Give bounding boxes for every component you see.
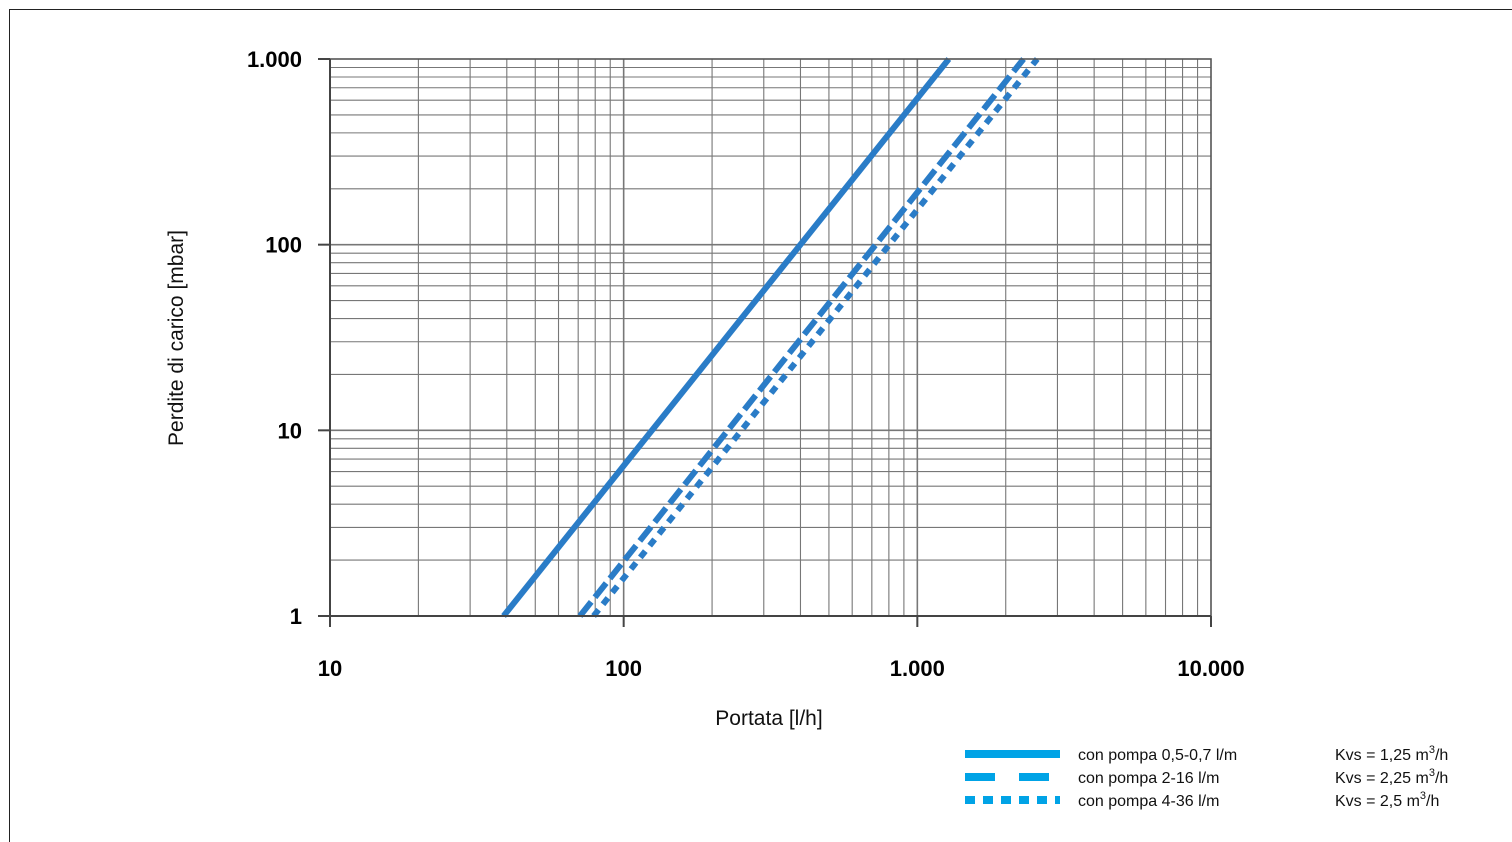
legend-kvs-1: Kvs = 1,25 m3/h <box>1335 744 1448 764</box>
y-tick-label: 1.000 <box>247 47 302 72</box>
legend-label-2: con pompa 2-16 l/m <box>1078 770 1219 787</box>
x-tick-label: 10 <box>318 656 342 681</box>
legend-kvs-2: Kvs = 2,25 m3/h <box>1335 767 1448 787</box>
y-tick-label: 100 <box>265 233 302 258</box>
series-line-3 <box>591 57 1040 618</box>
y-tick-label: 1 <box>290 604 302 629</box>
x-tick-label: 100 <box>605 656 642 681</box>
series-layer <box>501 57 1040 618</box>
legend-label-3: con pompa 4-36 l/m <box>1078 793 1219 810</box>
chart-frame <box>9 9 1512 842</box>
plot-border <box>329 58 1212 617</box>
y-tick-label: 10 <box>278 418 302 443</box>
series-line-1 <box>501 57 952 618</box>
tick-labels: 10 100 1.000 10.000 1 10 100 1.000 <box>247 47 1245 681</box>
x-tick-label: 10.000 <box>1177 656 1244 681</box>
legend: con pompa 0,5-0,7 l/m Kvs = 1,25 m3/h con … <box>965 744 1448 810</box>
x-tick-label: 1.000 <box>890 656 945 681</box>
y-axis-label: Perdite di carico [mbar] <box>165 230 188 446</box>
x-axis-label: Portata [l/h] <box>715 707 822 730</box>
legend-kvs-3: Kvs = 2,5 m3/h <box>1335 790 1439 810</box>
axes <box>318 58 1212 627</box>
series-line-2 <box>577 57 1026 618</box>
grid <box>330 59 1211 616</box>
legend-label-1: con pompa 0,5-0,7 l/m <box>1078 747 1237 764</box>
